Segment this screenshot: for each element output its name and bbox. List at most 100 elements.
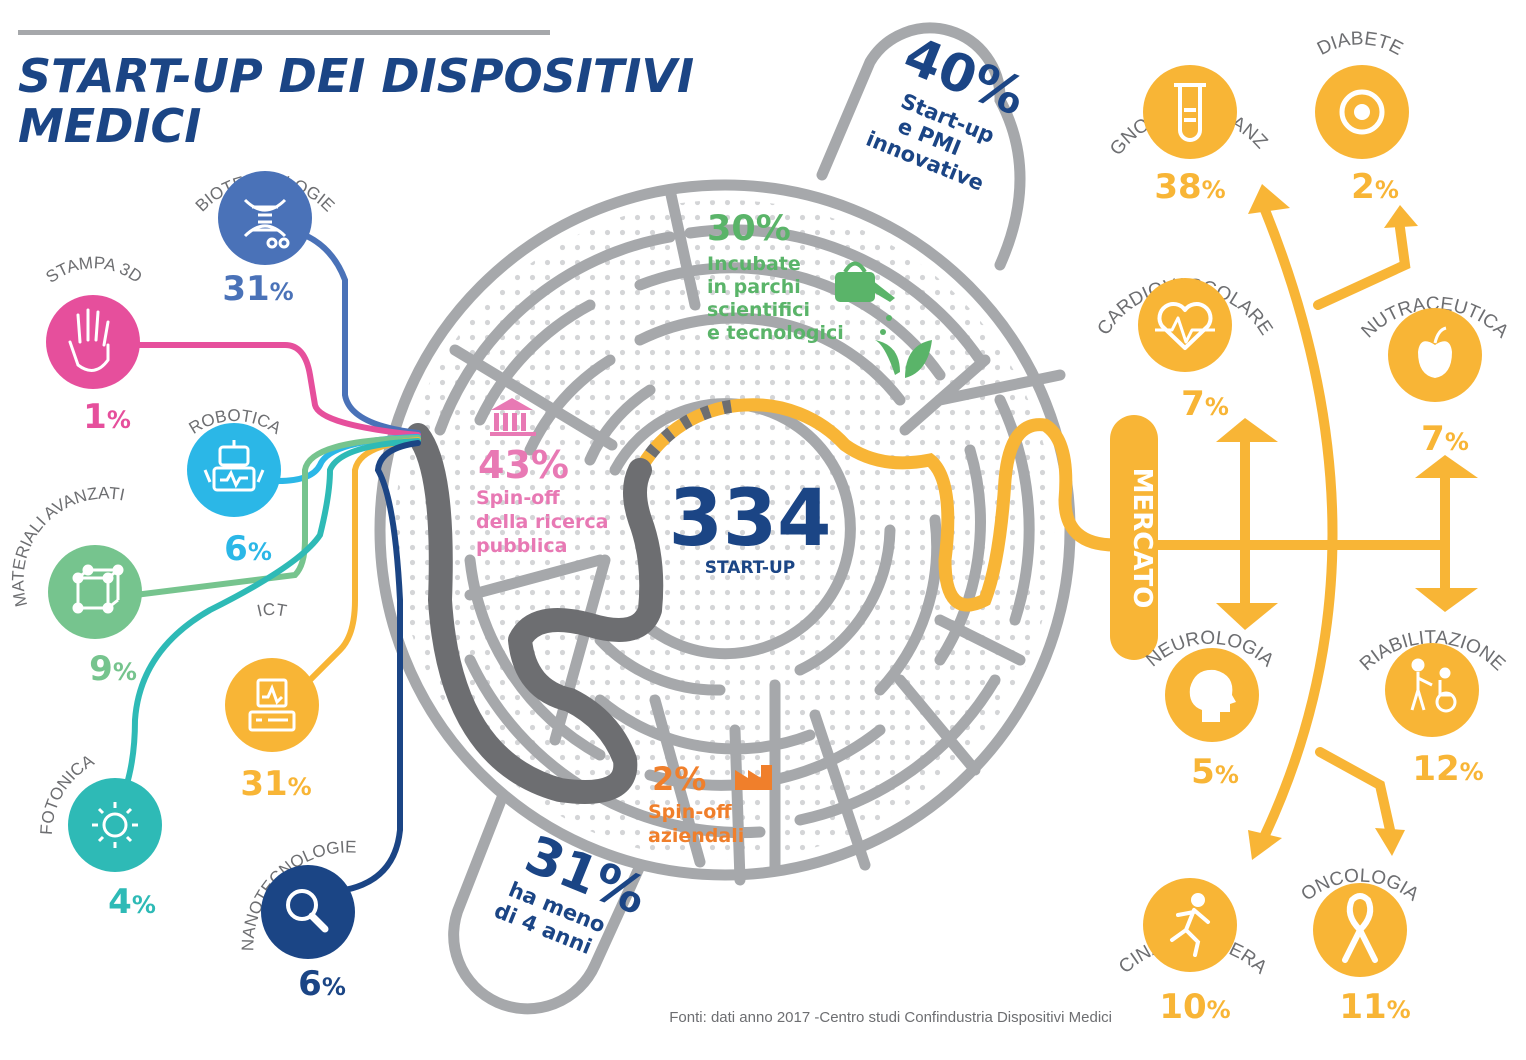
stat-incubate-line-4: e tecnologici (707, 322, 844, 344)
tech-label: ICT (255, 600, 288, 621)
heartbeat-icon (1155, 302, 1215, 350)
arrow-diabete (1384, 205, 1418, 228)
market-pct: 11% (1339, 987, 1410, 1027)
market-neurologia: NEUROLOGIA 5% (1142, 628, 1277, 792)
stat-spinoff-public-line-1: Spin-off (476, 487, 560, 509)
stat-incubate-line-3: scientifici (707, 299, 810, 321)
stat-spinoff-company: 2% Spin-off aziendali (648, 760, 772, 847)
capsule-top (816, 22, 1026, 271)
stat-spinoff-public-value: 43% (478, 443, 569, 487)
market-bubble (1138, 278, 1232, 372)
molecule-icon (72, 564, 124, 614)
path-dashed (634, 398, 746, 474)
market-nutraceutica: NUTRACEUTICA 7% (1358, 294, 1513, 459)
arrow-nutra-up (1415, 455, 1478, 478)
maze-ring-2 (434, 224, 1035, 839)
line-fot (122, 438, 421, 793)
tech-nanotecnologie: NANOTECNOLOGIE 6% (238, 837, 356, 1004)
stat-young: 31% ha meno di 4 anni (491, 825, 655, 959)
arrow-onco (1375, 828, 1405, 856)
dna-icon (243, 198, 290, 249)
path-dashed-dark (634, 398, 746, 474)
market-pct: 38% (1154, 167, 1225, 207)
capsule-bottom (448, 784, 651, 1015)
market-riabilitazione: RIABILITAZIONE 12% (1356, 627, 1509, 789)
stat-spinoff-company-line-1: Spin-off (648, 801, 732, 823)
stat-spinoff-public-line-2: della ricerca (476, 511, 608, 533)
market-pct: 12% (1412, 749, 1483, 789)
stat-incubate-line-2: in parchi (707, 276, 801, 298)
head-icon (1189, 669, 1236, 722)
maze-ring-4 (524, 312, 943, 755)
tech-pct: 31% (222, 269, 293, 309)
tech-fotonica: FOTONICA 4% (37, 751, 162, 922)
title-rule (18, 30, 550, 35)
tech-materiali-avanzati: MATERIALI AVANZATI 9% (8, 483, 142, 689)
target-icon (1339, 89, 1385, 135)
tech-bubble (187, 423, 281, 517)
line-nano (342, 440, 421, 893)
center-label: START-UP (705, 558, 795, 578)
line-mat (132, 435, 421, 598)
page-title-line-2: MEDICI (18, 99, 201, 153)
stat-spinoff-company-value: 2% (652, 760, 706, 798)
watering-can-icon (835, 261, 895, 335)
tech-lines (122, 227, 421, 893)
tech-pct: 31% (240, 764, 311, 804)
tech-stampa-3d: STAMPA 3D 1% (42, 253, 145, 437)
tech-ict: ICT 31% (225, 600, 319, 804)
monitor-icon (248, 678, 296, 732)
tech-label: STAMPA 3D (42, 253, 145, 287)
stat-spinoff-public: 43% Spin-off della ricerca pubblica (476, 398, 608, 557)
market-cardiovascolare: CARDIOVASCOLARE 7% (1093, 275, 1276, 424)
tech-bubble (46, 295, 140, 389)
test-tube-icon (1174, 83, 1206, 142)
tech-bubble (218, 171, 312, 265)
line-3d (127, 342, 421, 438)
hand-icon (68, 308, 110, 372)
arrow-neuro-down (1216, 603, 1278, 630)
market-pct: 10% (1159, 987, 1230, 1027)
page-title-line-1: START-UP DEI DISPOSITIVI (18, 49, 694, 103)
path-from-tech (406, 423, 664, 804)
tech-robotica: ROBOTICA 6% (186, 406, 286, 569)
market-pct: 7% (1181, 384, 1229, 424)
plant-icon (875, 340, 932, 378)
market-pill: MERCATO (1110, 415, 1158, 660)
runner-icon (1170, 893, 1210, 957)
market-tree (1135, 205, 1450, 840)
stat-innovative: 40% Start-up e PMI innovative (863, 26, 1034, 196)
market-pill-label: MERCATO (1127, 468, 1157, 609)
market-pct: 5% (1191, 752, 1239, 792)
maze-ring-5 (584, 384, 896, 696)
robot-icon (203, 440, 265, 492)
maze-spokes (449, 184, 1066, 886)
tech-bubble (261, 865, 355, 959)
arrow-medrig (1248, 830, 1282, 860)
line-bio (287, 227, 421, 436)
arrow-riab-down (1415, 588, 1478, 612)
maze-ring-3 (464, 262, 986, 791)
stat-incubate-line-1: Incubate (707, 253, 801, 275)
branch-diabete (1313, 223, 1411, 310)
tech-pct: 6% (224, 529, 272, 569)
market-bubble (1385, 643, 1479, 737)
market-oncologia: ONCOLOGIA 11% (1297, 865, 1422, 1027)
market-pct: 2% (1351, 167, 1399, 207)
path-to-market (738, 398, 1122, 612)
market-diabete: DIABETE 2% (1314, 28, 1409, 207)
center-value: 334 (669, 474, 832, 564)
stat-spinoff-public-line-3: pubblica (476, 535, 567, 557)
branch-onco (1315, 747, 1395, 835)
magnifier-icon (286, 889, 329, 933)
wheelchair-icon (1410, 658, 1457, 713)
stat-incubate: 30% Incubate in parchi scientifici e tec… (707, 209, 932, 378)
market-main-arc (1260, 205, 1338, 840)
factory-icon (735, 765, 772, 790)
market-arrowheads (1216, 184, 1478, 860)
arrow-cardio-up (1216, 418, 1278, 442)
sun-icon (92, 802, 138, 848)
stat-incubate-value: 30% (707, 209, 791, 249)
market-label: DIABETE (1314, 28, 1406, 60)
